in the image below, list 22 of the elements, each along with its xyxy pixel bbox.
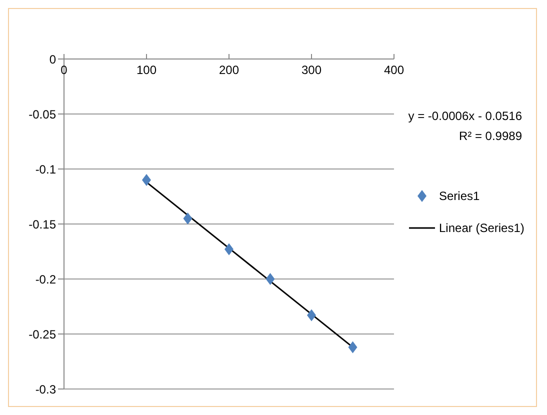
- x-tick-label: 200: [218, 63, 240, 77]
- point: [348, 341, 358, 354]
- y-tick-label: -0.05: [28, 107, 56, 122]
- legend-label: Series1: [439, 189, 480, 203]
- y-tick-label: 0: [49, 52, 56, 66]
- point: [224, 243, 234, 256]
- x-tick-label: 400: [384, 63, 404, 77]
- y-tick-label: -0.3: [35, 382, 56, 396]
- y-tick-label: -0.2: [35, 272, 56, 286]
- x-tick-label: 300: [301, 63, 322, 77]
- y-tick-label: -0.1: [35, 162, 56, 176]
- x-tick-label: 0: [60, 63, 68, 77]
- point: [307, 309, 316, 322]
- y-tick-label: -0.25: [28, 327, 56, 342]
- x-tick-label: 100: [136, 63, 157, 77]
- point: [142, 174, 151, 186]
- point: [183, 212, 192, 224]
- point: [266, 273, 275, 285]
- legend-label: Linear (Series1): [439, 221, 524, 235]
- text: R² = 0.9989: [458, 129, 523, 143]
- y-tick-label: -0.15: [28, 217, 56, 232]
- text: y = -0.0006x - 0.0516: [407, 109, 523, 123]
